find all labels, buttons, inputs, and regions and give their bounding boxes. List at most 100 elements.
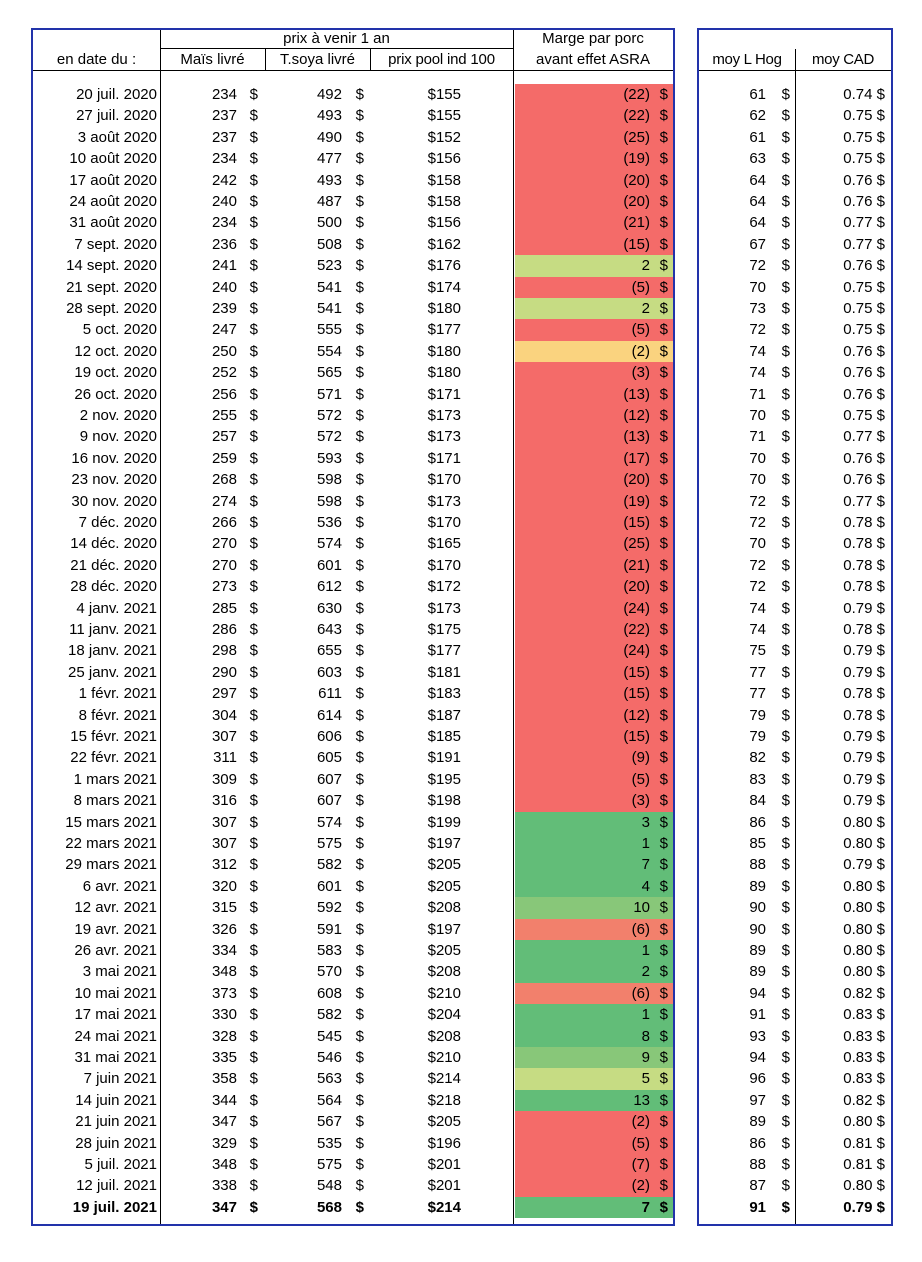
mais-value: 315 bbox=[211, 899, 237, 917]
mais-value: 320 bbox=[211, 877, 237, 895]
margin-dollar: $ bbox=[659, 278, 668, 296]
cad-value: 0.82 $ bbox=[843, 984, 885, 1002]
margin-value: (13) bbox=[623, 385, 650, 403]
pool-value: $191 bbox=[427, 749, 461, 767]
column-divider bbox=[265, 49, 266, 70]
hog-dollar: $ bbox=[781, 556, 790, 574]
margin-color-cell bbox=[515, 169, 673, 191]
margin-color-cell bbox=[515, 597, 673, 619]
soya-dollar: $ bbox=[355, 321, 364, 339]
date-cell: 14 déc. 2020 bbox=[70, 535, 157, 553]
pool-value: $198 bbox=[427, 792, 461, 810]
margin-color-cell bbox=[515, 405, 673, 427]
pool-value: $214 bbox=[427, 1070, 461, 1088]
margin-value: (22) bbox=[623, 107, 650, 125]
cad-value: 0.77 $ bbox=[843, 235, 885, 253]
pool-value: $185 bbox=[427, 728, 461, 745]
hog-dollar: $ bbox=[781, 128, 790, 146]
margin-color-cell bbox=[515, 833, 673, 855]
table-row: 21 sept. 2020 240 $541 $ $174 (5) $70 $0.75 $ bbox=[0, 276, 922, 298]
margin-value: 8 bbox=[641, 1027, 650, 1045]
margin-value: 7 bbox=[641, 1198, 650, 1216]
header-mais: Maïs livré bbox=[180, 51, 245, 68]
soya-value: 546 bbox=[316, 1049, 342, 1066]
hog-value: 62 bbox=[749, 107, 766, 125]
soya-dollar: $ bbox=[355, 770, 364, 788]
pool-value: $176 bbox=[427, 257, 461, 275]
cad-value: 0.78 $ bbox=[843, 535, 885, 553]
margin-value: (19) bbox=[623, 150, 650, 168]
mais-dollar: $ bbox=[249, 321, 258, 339]
date-cell: 24 mai 2021 bbox=[74, 1027, 157, 1045]
hog-dollar: $ bbox=[781, 706, 790, 724]
soya-dollar: $ bbox=[355, 535, 364, 553]
soya-value: 598 bbox=[316, 471, 342, 489]
pool-value: $196 bbox=[427, 1134, 461, 1152]
soya-dollar: $ bbox=[355, 813, 364, 831]
soya-dollar: $ bbox=[355, 963, 364, 981]
soya-dollar: $ bbox=[355, 685, 364, 703]
mais-dollar: $ bbox=[249, 342, 258, 360]
margin-color-cell bbox=[515, 918, 673, 940]
mais-dollar: $ bbox=[249, 899, 258, 917]
mais-value: 328 bbox=[211, 1027, 237, 1045]
margin-dollar: $ bbox=[659, 749, 668, 767]
margin-value: (21) bbox=[623, 556, 650, 574]
hog-dollar: $ bbox=[781, 492, 790, 510]
margin-value: 7 bbox=[641, 856, 650, 874]
soya-dollar: $ bbox=[355, 86, 364, 103]
margin-dollar: $ bbox=[659, 407, 668, 424]
cad-value: 0.75 $ bbox=[843, 278, 885, 296]
hog-value: 94 bbox=[749, 1049, 766, 1066]
mais-value: 234 bbox=[211, 214, 237, 232]
hog-dollar: $ bbox=[781, 899, 790, 917]
pool-value: $208 bbox=[427, 963, 461, 981]
hog-value: 77 bbox=[749, 663, 766, 681]
hog-dollar: $ bbox=[781, 920, 790, 938]
table-row: 6 avr. 2021 320 $601 $ $205 4 $89 $0.80 $ bbox=[0, 875, 922, 898]
margin-value: 9 bbox=[641, 1049, 650, 1066]
hog-value: 88 bbox=[749, 1156, 766, 1173]
pool-value: $205 bbox=[427, 942, 461, 959]
soya-dollar: $ bbox=[355, 920, 364, 938]
soya-value: 563 bbox=[316, 1070, 342, 1088]
hog-value: 97 bbox=[749, 1091, 766, 1109]
cad-value: 0.75 $ bbox=[843, 407, 885, 424]
soya-value: 493 bbox=[316, 107, 342, 125]
header-bottom-line bbox=[33, 70, 673, 71]
margin-dollar: $ bbox=[659, 1070, 668, 1088]
margin-color-cell bbox=[515, 426, 673, 448]
hog-value: 74 bbox=[749, 621, 766, 638]
soya-dollar: $ bbox=[355, 877, 364, 895]
soya-value: 492 bbox=[316, 86, 342, 103]
table-row: 24 mai 2021 328 $545 $ $208 8 $93 $0.83 $ bbox=[0, 1025, 922, 1047]
date-cell: 14 sept. 2020 bbox=[66, 257, 157, 275]
date-cell: 25 janv. 2021 bbox=[68, 663, 157, 681]
hog-value: 75 bbox=[749, 642, 766, 660]
pool-value: $165 bbox=[427, 535, 461, 553]
margin-color-cell bbox=[515, 940, 673, 962]
hog-value: 72 bbox=[749, 321, 766, 339]
soya-value: 536 bbox=[316, 514, 342, 531]
mais-value: 241 bbox=[211, 257, 237, 275]
table-row: 21 déc. 2020 270 $601 $ $170 (21) $72 $0.78 $ bbox=[0, 554, 922, 577]
mais-value: 252 bbox=[211, 364, 237, 382]
soya-dollar: $ bbox=[355, 235, 364, 253]
pool-value: $152 bbox=[427, 128, 461, 146]
mais-dollar: $ bbox=[249, 1198, 258, 1216]
margin-color-cell bbox=[515, 447, 673, 470]
pool-value: $210 bbox=[427, 1049, 461, 1066]
hog-dollar: $ bbox=[781, 1198, 790, 1216]
soya-dollar: $ bbox=[355, 1027, 364, 1045]
margin-value: (25) bbox=[623, 535, 650, 553]
pool-value: $177 bbox=[427, 321, 461, 339]
margin-color-cell bbox=[515, 747, 673, 769]
margin-dollar: $ bbox=[659, 193, 668, 210]
margin-value: (20) bbox=[623, 171, 650, 189]
hog-value: 90 bbox=[749, 899, 766, 917]
hog-value: 72 bbox=[749, 514, 766, 531]
margin-color-cell bbox=[515, 554, 673, 577]
soya-value: 567 bbox=[316, 1113, 342, 1131]
hog-dollar: $ bbox=[781, 193, 790, 210]
date-cell: 23 nov. 2020 bbox=[71, 471, 157, 489]
